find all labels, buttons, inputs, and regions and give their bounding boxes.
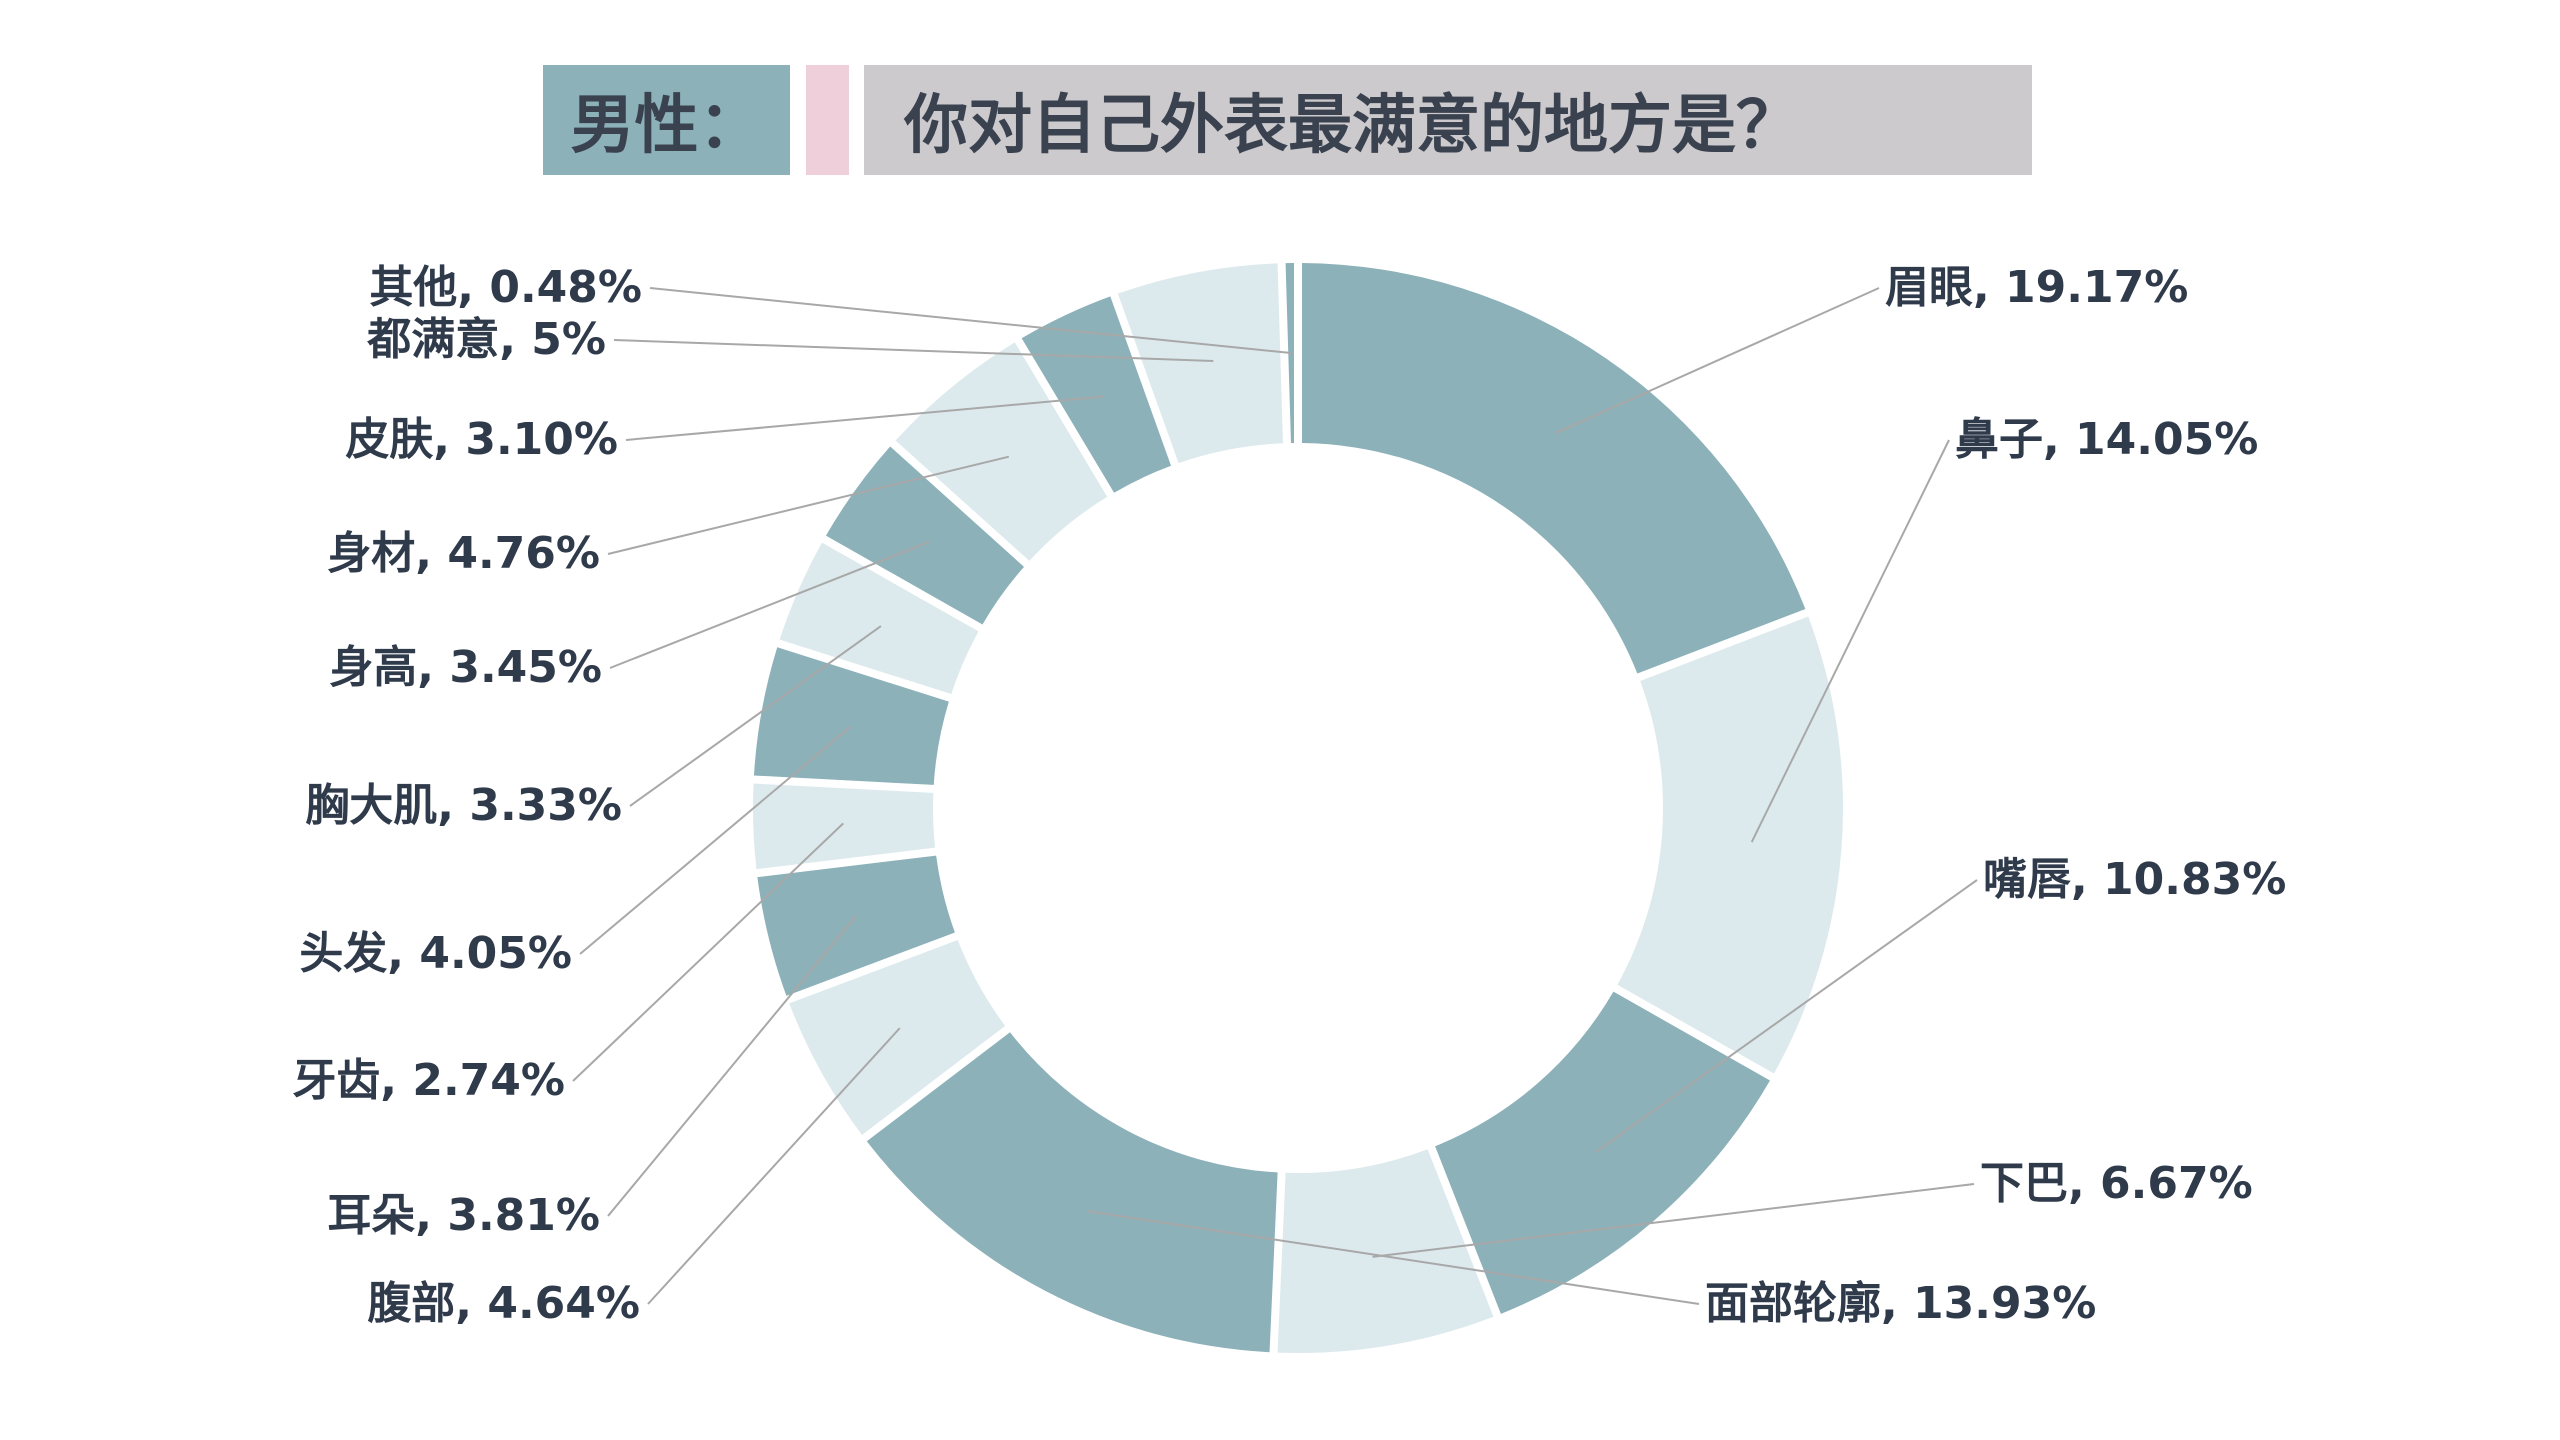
slice-labels: 眉眼, 19.17% 鼻子, 14.05% 嘴唇, 10.83% 下巴, 6.67% 面… xyxy=(292,262,2286,1329)
leader-line xyxy=(607,915,857,1217)
leader-line xyxy=(607,455,1010,555)
slice-label: 身材, 4.76% xyxy=(327,528,600,579)
leader-line xyxy=(1086,1210,1700,1305)
donut-slice xyxy=(825,446,1025,625)
donut-slice xyxy=(1021,296,1172,493)
slice-label: 都满意, 5% xyxy=(366,314,606,365)
leader-line xyxy=(613,339,1214,362)
donut-slice xyxy=(1277,1149,1494,1354)
donut-slice xyxy=(895,342,1108,561)
slice-label: 腹部, 4.64% xyxy=(367,1278,640,1329)
slice-label: 头发, 4.05% xyxy=(299,928,572,979)
donut-slice xyxy=(789,940,1006,1135)
leader-line xyxy=(649,287,1292,355)
chart-title: 你对自己外表最满意的地方是？ xyxy=(864,65,2032,175)
title-divider xyxy=(806,65,849,175)
leader-line xyxy=(609,541,930,669)
slice-label: 皮肤, 3.10% xyxy=(345,414,618,465)
leader-lines xyxy=(572,287,1978,1305)
slice-label: 眉眼, 19.17% xyxy=(1885,262,2188,313)
slice-label: 其他, 0.48% xyxy=(369,262,642,313)
slice-label: 嘴唇, 10.83% xyxy=(1983,854,2286,905)
donut-slice xyxy=(1435,991,1770,1314)
slice-label: 面部轮廓, 13.93% xyxy=(1705,1278,2096,1329)
leader-line xyxy=(625,395,1104,441)
leader-line xyxy=(1372,1183,1975,1258)
slice-label: 下巴, 6.67% xyxy=(1980,1158,2253,1209)
leader-line xyxy=(1595,879,1978,1153)
slice-label: 鼻子, 14.05% xyxy=(1955,414,2258,465)
leader-line xyxy=(647,1027,901,1305)
leader-line xyxy=(1750,439,1950,843)
donut-slice xyxy=(752,783,936,870)
donut-slice xyxy=(757,855,955,996)
donut-slices xyxy=(752,263,1843,1354)
slice-label: 胸大肌, 3.33% xyxy=(305,780,622,831)
slice-label: 耳朵, 3.81% xyxy=(327,1190,600,1241)
donut-slice xyxy=(1617,616,1843,1074)
leader-line xyxy=(572,822,844,1082)
slice-label: 牙齿, 2.74% xyxy=(292,1055,565,1106)
leader-line xyxy=(1555,287,1880,434)
leader-line xyxy=(579,725,851,955)
donut-slice xyxy=(1117,263,1283,464)
title-gender-label: 男性： xyxy=(543,65,790,175)
donut-slice xyxy=(1301,263,1806,674)
donut-slice xyxy=(866,1032,1278,1353)
slice-label: 身高, 3.45% xyxy=(329,642,602,693)
leader-line xyxy=(629,625,882,807)
